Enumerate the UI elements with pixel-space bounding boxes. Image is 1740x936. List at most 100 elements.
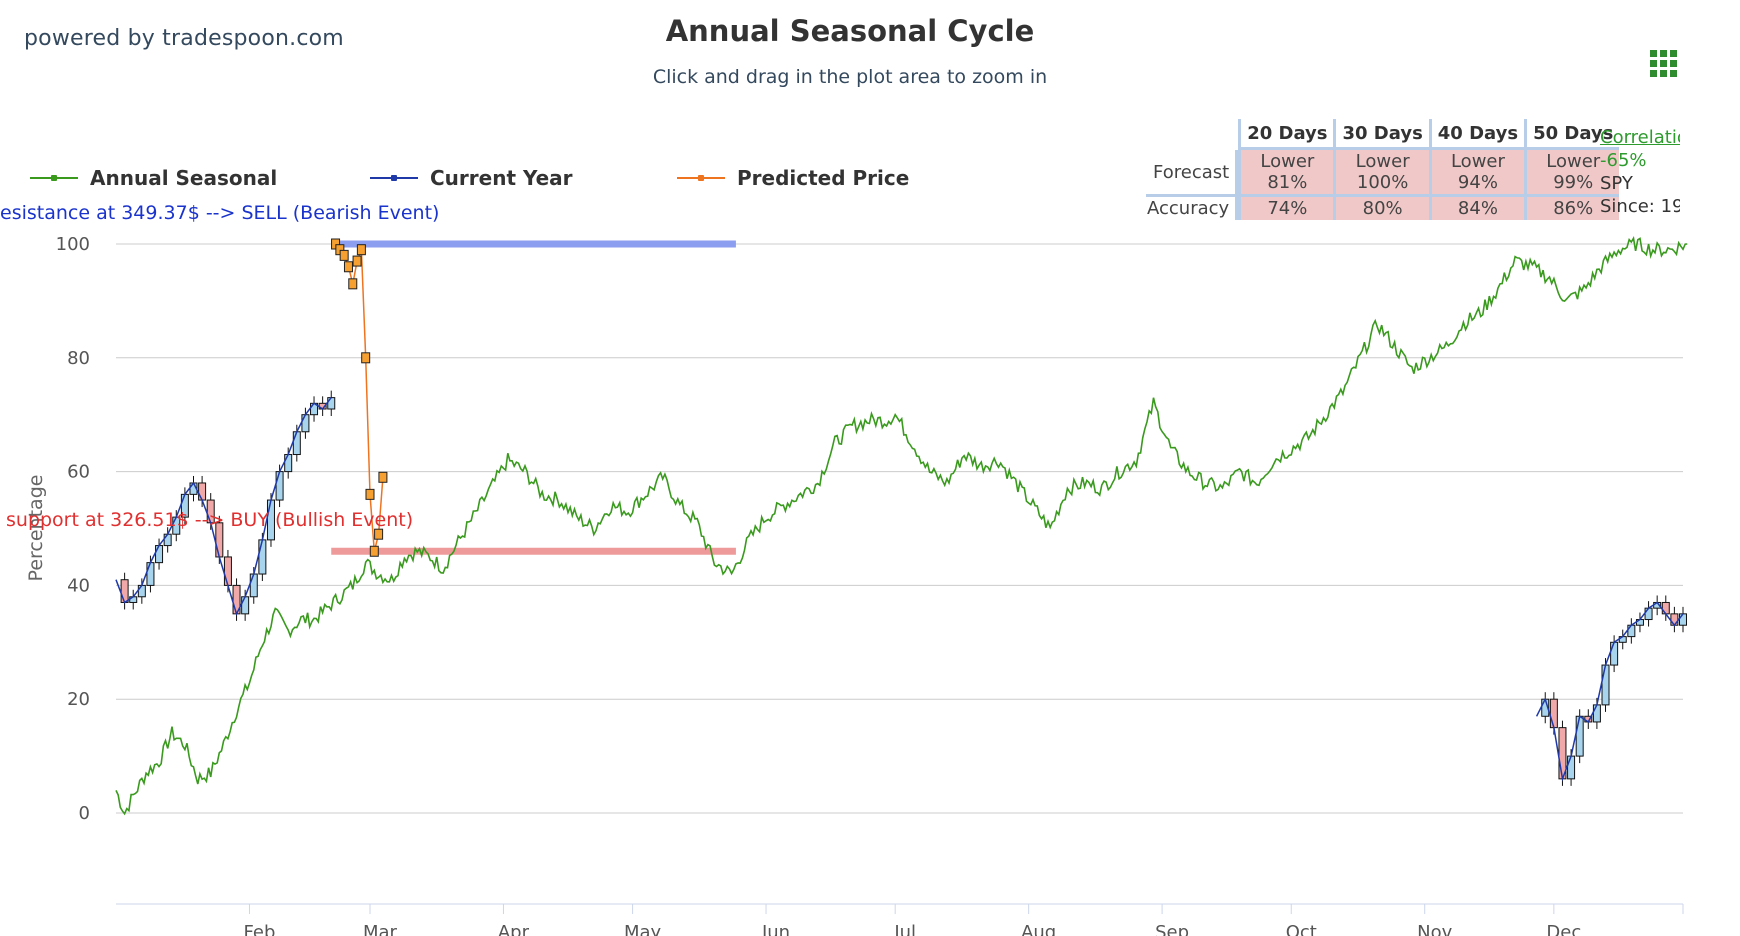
current-year-line: [115, 397, 332, 616]
forecast-cell: Lower 94%: [1428, 150, 1525, 194]
candle-body: [1549, 698, 1558, 729]
accuracy-cell: 80%: [1333, 197, 1429, 220]
accuracy-cell: 86%: [1524, 197, 1620, 220]
y-tick-label: 20: [67, 689, 90, 710]
forecast-cell: Lower 100%: [1333, 150, 1429, 194]
chart-subtitle: Click and drag in the plot area to zoom …: [652, 66, 1048, 88]
header-30-days: 30 Days: [1333, 119, 1429, 150]
candle-body: [1670, 613, 1679, 626]
x-tick-label: Dec: [1546, 922, 1581, 936]
x-tick-label: Nov: [1417, 922, 1452, 936]
forecast-row-label: Forecast: [1146, 150, 1239, 194]
predicted-price-point: [343, 261, 353, 273]
predicted-price-point: [352, 255, 362, 267]
candle-body: [146, 562, 155, 586]
predicted-price-point: [365, 488, 375, 500]
y-tick-label: 60: [67, 462, 90, 483]
candles: [120, 390, 1687, 786]
accuracy-cell: 74%: [1238, 197, 1334, 220]
candle-body: [1610, 641, 1619, 666]
candle-body: [241, 596, 250, 615]
candle-body: [163, 533, 172, 547]
legend-line-icon: [30, 175, 78, 181]
x-tick-label: Apr: [498, 922, 530, 936]
candle-body: [1644, 607, 1653, 621]
legend-label: Annual Seasonal: [90, 166, 278, 190]
predicted-price-line: [335, 243, 384, 552]
predicted-price-point: [361, 352, 371, 364]
forecast-cell: Lower 99%: [1524, 150, 1620, 194]
predicted-price-point: [356, 244, 366, 256]
x-tick-label: Oct: [1286, 922, 1317, 936]
x-tick-label: Aug: [1021, 922, 1056, 936]
candle-body: [275, 471, 284, 501]
accuracy-row-label: Accuracy: [1146, 197, 1239, 220]
correlation-link[interactable]: Correlation: [1600, 127, 1680, 148]
candle-body: [1601, 664, 1610, 706]
legend-label: Current Year: [430, 166, 573, 190]
accuracy-cell: 84%: [1428, 197, 1525, 220]
candle-body: [137, 584, 146, 598]
x-axis: Feb Mar Apr May Jun Jul Aug Sep Oct Nov Dec: [116, 903, 1684, 936]
header-20-days: 20 Days: [1238, 119, 1334, 150]
candle-body: [258, 539, 267, 575]
candle-body: [1567, 755, 1576, 780]
correlation-since: Since: 1993: [1600, 196, 1680, 217]
y-tick-label: 0: [79, 803, 90, 824]
predicted-price-point: [378, 471, 388, 483]
candle-body: [155, 545, 164, 564]
forecast-table: 20 Days 30 Days 40 Days 50 Days Forecast…: [1146, 119, 1620, 220]
candle-body: [284, 454, 293, 473]
candle-body: [292, 431, 301, 456]
annual-seasonal-line: [115, 236, 1688, 816]
predicted-price-point: [374, 528, 384, 540]
current-year-line: [1535, 601, 1684, 782]
level-bands: [331, 240, 736, 555]
candle-body: [198, 482, 207, 501]
x-tick-label: Jul: [893, 922, 916, 936]
candle-body: [1627, 624, 1636, 638]
series-lines: [115, 236, 1688, 816]
forecast-cell: Lower 81%: [1238, 150, 1334, 194]
legend-line-icon: [677, 175, 725, 181]
predicted-price-point: [369, 545, 379, 557]
predicted-price-point: [339, 249, 349, 261]
header-40-days: 40 Days: [1428, 119, 1525, 150]
y-tick-label: 100: [56, 234, 90, 255]
legend-predicted-price[interactable]: Predicted Price: [677, 166, 909, 190]
y-tick-label: 40: [67, 575, 90, 596]
candle-body: [1575, 715, 1584, 757]
candle-body: [301, 414, 310, 433]
header-50-days: 50 Days: [1524, 119, 1620, 150]
candle-body: [1592, 704, 1601, 723]
legend-annual-seasonal[interactable]: Annual Seasonal: [30, 166, 277, 190]
y-axis: 0 20 40 60 80 100 Percentage: [25, 234, 90, 824]
x-tick-label: May: [624, 922, 662, 936]
correlation-panel: Correlation -65% SPY Since: 1993: [1600, 126, 1680, 218]
chart-title: Annual Seasonal Cycle: [665, 14, 1035, 48]
x-tick-label: Jun: [761, 922, 790, 936]
support-label: support at 326.51$ --> BUY (Bullish Even…: [6, 509, 413, 531]
x-tick-label: Sep: [1155, 922, 1189, 936]
legend-line-icon: [370, 175, 418, 181]
candle-body: [327, 397, 336, 410]
predicted-price-point: [348, 278, 358, 290]
candle-body: [120, 579, 129, 603]
brand-text: powered by tradespoon.com: [24, 26, 344, 51]
correlation-symbol: SPY: [1600, 173, 1633, 194]
annotations: esistance at 349.37$ --> SELL (Bearish E…: [0, 202, 439, 531]
y-axis-title: Percentage: [25, 475, 47, 582]
resistance-label: esistance at 349.37$ --> SELL (Bearish E…: [0, 202, 439, 224]
legend-label: Predicted Price: [737, 166, 910, 190]
y-tick-label: 80: [67, 348, 90, 369]
candle-body: [1679, 613, 1687, 626]
correlation-value: -65%: [1600, 150, 1647, 171]
x-tick-label: Mar: [363, 922, 398, 936]
legend-current-year[interactable]: Current Year: [370, 166, 573, 190]
menu-grid-icon[interactable]: [1650, 50, 1680, 80]
x-tick-label: Feb: [244, 922, 276, 936]
candle-body: [249, 573, 258, 598]
candle-body: [223, 556, 232, 586]
candle-body: [1661, 601, 1670, 615]
